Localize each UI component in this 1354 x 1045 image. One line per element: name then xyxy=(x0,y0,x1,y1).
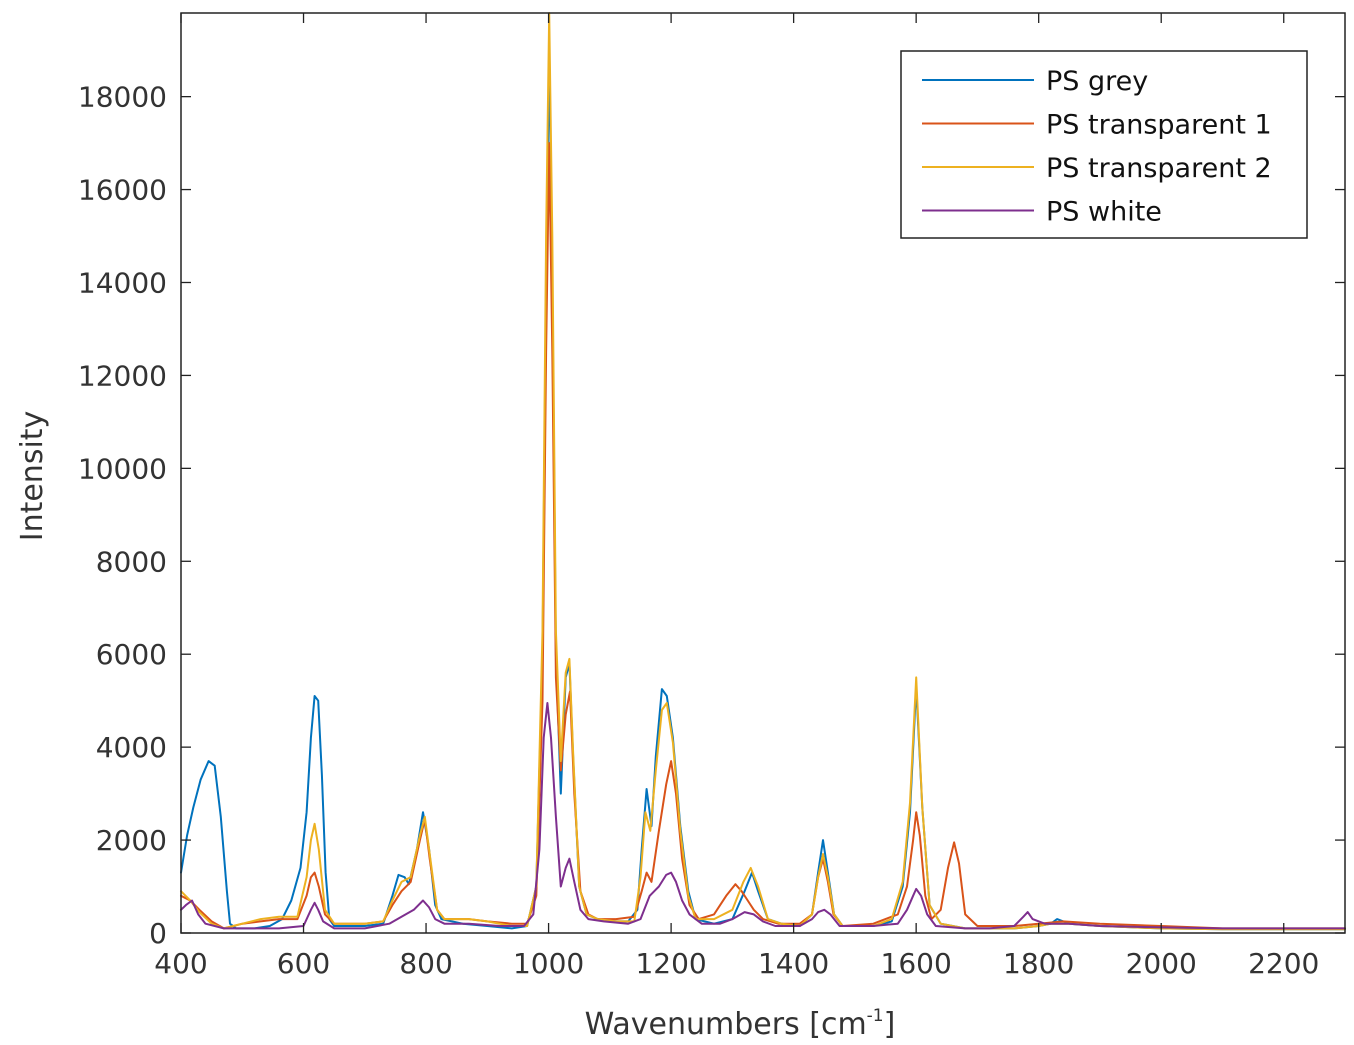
legend-items: PS grey PS transparent 1 PS transparent 2 P… xyxy=(922,66,1272,228)
x-axis-label: Wavenumbers [cm-1] xyxy=(585,1006,896,1041)
legend-label: PS white xyxy=(1046,197,1162,228)
legend-label: PS transparent 2 xyxy=(1046,153,1272,184)
y-tick-label: 12000 xyxy=(78,359,167,392)
y-tick-label: 0 xyxy=(149,917,167,950)
y-tick-label: 8000 xyxy=(96,545,167,578)
x-tick-label: 2200 xyxy=(1248,947,1319,980)
ticks-layer: 400 600 800 1000 1200 1400 1600 1800 2000 2200 0 20… xyxy=(78,13,1345,980)
y-tick-label: 4000 xyxy=(96,731,167,764)
y-tick-label: 16000 xyxy=(78,174,167,207)
x-axis-label-superscript: -1 xyxy=(867,1006,884,1026)
x-tick-label: 600 xyxy=(277,947,330,980)
x-tick-label: 1200 xyxy=(635,947,706,980)
y-tick-label: 2000 xyxy=(96,824,167,857)
x-tick-label: 1600 xyxy=(881,947,952,980)
series-layer xyxy=(180,12,1346,931)
x-axis-label-suffix: ] xyxy=(884,1007,896,1041)
legend-box xyxy=(900,50,1308,239)
legend-label: PS transparent 1 xyxy=(1046,110,1272,141)
y-axis-label: Intensity xyxy=(15,411,50,542)
legend-label: PS grey xyxy=(1046,66,1148,97)
x-tick-label: 2000 xyxy=(1126,947,1197,980)
x-tick-label: 1400 xyxy=(758,947,829,980)
x-tick-label: 400 xyxy=(154,947,207,980)
x-tick-label: 1000 xyxy=(513,947,584,980)
x-tick-label: 800 xyxy=(399,947,452,980)
y-tick-label: 18000 xyxy=(78,81,167,114)
series-line-4 xyxy=(180,702,1346,930)
x-axis-label-main: Wavenumbers [cm xyxy=(585,1007,867,1041)
y-tick-label: 14000 xyxy=(78,266,167,299)
series-line-2 xyxy=(180,142,1346,930)
x-tick-label: 1800 xyxy=(1003,947,1074,980)
y-tick-label: 6000 xyxy=(96,638,167,671)
plot-frame xyxy=(180,12,1346,934)
y-tick-label: 10000 xyxy=(78,452,167,485)
legend: PS grey PS transparent 1 PS transparent 2 P… xyxy=(900,50,1308,239)
